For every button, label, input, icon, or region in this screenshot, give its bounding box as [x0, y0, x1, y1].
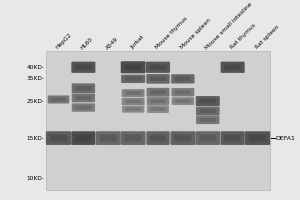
- FancyBboxPatch shape: [75, 106, 92, 110]
- FancyBboxPatch shape: [147, 105, 169, 113]
- Text: Mouse small intestine: Mouse small intestine: [204, 1, 254, 50]
- FancyBboxPatch shape: [171, 74, 195, 84]
- FancyBboxPatch shape: [124, 64, 142, 70]
- FancyBboxPatch shape: [121, 131, 146, 145]
- FancyBboxPatch shape: [121, 75, 145, 83]
- FancyBboxPatch shape: [196, 107, 220, 116]
- Text: Jurkat: Jurkat: [130, 35, 145, 50]
- FancyBboxPatch shape: [200, 118, 216, 122]
- FancyBboxPatch shape: [51, 98, 66, 101]
- Text: Rat thymus: Rat thymus: [229, 23, 256, 50]
- FancyBboxPatch shape: [224, 135, 241, 141]
- FancyBboxPatch shape: [71, 131, 95, 145]
- FancyBboxPatch shape: [172, 97, 194, 105]
- FancyBboxPatch shape: [151, 107, 166, 111]
- Text: 40KD-: 40KD-: [27, 65, 45, 70]
- FancyBboxPatch shape: [195, 131, 220, 145]
- FancyBboxPatch shape: [96, 131, 121, 145]
- FancyBboxPatch shape: [146, 131, 170, 145]
- Text: HL60: HL60: [80, 36, 94, 50]
- FancyBboxPatch shape: [200, 99, 216, 103]
- FancyBboxPatch shape: [174, 135, 191, 141]
- Text: Mouse spleen: Mouse spleen: [179, 18, 212, 50]
- FancyBboxPatch shape: [249, 135, 266, 141]
- Text: 10KD-: 10KD-: [27, 176, 45, 181]
- FancyBboxPatch shape: [72, 83, 95, 93]
- FancyBboxPatch shape: [122, 98, 145, 105]
- FancyBboxPatch shape: [146, 74, 170, 84]
- FancyBboxPatch shape: [224, 65, 241, 70]
- FancyBboxPatch shape: [75, 65, 92, 70]
- FancyBboxPatch shape: [200, 109, 216, 113]
- FancyBboxPatch shape: [48, 95, 69, 104]
- FancyBboxPatch shape: [46, 131, 71, 145]
- Text: HepG2: HepG2: [55, 32, 73, 50]
- FancyBboxPatch shape: [147, 97, 169, 105]
- FancyBboxPatch shape: [150, 77, 166, 81]
- FancyBboxPatch shape: [125, 107, 141, 111]
- FancyBboxPatch shape: [146, 62, 170, 73]
- FancyBboxPatch shape: [125, 91, 141, 95]
- FancyBboxPatch shape: [50, 135, 67, 141]
- Text: 15KD-: 15KD-: [27, 136, 45, 141]
- Text: A549: A549: [105, 36, 119, 50]
- FancyBboxPatch shape: [150, 99, 166, 103]
- FancyBboxPatch shape: [71, 62, 95, 73]
- Bar: [46, 51, 270, 190]
- FancyBboxPatch shape: [175, 77, 191, 81]
- FancyBboxPatch shape: [75, 96, 92, 100]
- FancyBboxPatch shape: [170, 131, 195, 145]
- FancyBboxPatch shape: [150, 90, 166, 94]
- FancyBboxPatch shape: [72, 93, 95, 102]
- FancyBboxPatch shape: [196, 96, 220, 106]
- FancyBboxPatch shape: [150, 65, 166, 70]
- FancyBboxPatch shape: [220, 62, 245, 73]
- FancyBboxPatch shape: [220, 131, 245, 145]
- FancyBboxPatch shape: [100, 135, 117, 141]
- FancyBboxPatch shape: [75, 86, 92, 90]
- FancyBboxPatch shape: [196, 116, 219, 124]
- FancyBboxPatch shape: [175, 90, 191, 94]
- FancyBboxPatch shape: [245, 131, 270, 145]
- FancyBboxPatch shape: [125, 77, 141, 81]
- Text: 35KD-: 35KD-: [27, 76, 45, 81]
- FancyBboxPatch shape: [199, 135, 216, 141]
- Text: DEFA1: DEFA1: [276, 136, 296, 141]
- FancyBboxPatch shape: [75, 135, 92, 141]
- FancyBboxPatch shape: [147, 88, 169, 97]
- FancyBboxPatch shape: [125, 100, 141, 103]
- Text: 25KD-: 25KD-: [27, 99, 45, 104]
- FancyBboxPatch shape: [122, 106, 144, 113]
- FancyBboxPatch shape: [124, 135, 142, 141]
- FancyBboxPatch shape: [175, 99, 190, 103]
- FancyBboxPatch shape: [72, 103, 95, 112]
- Text: Rat spleen: Rat spleen: [254, 25, 280, 50]
- FancyBboxPatch shape: [172, 88, 194, 96]
- Text: Mouse thymus: Mouse thymus: [154, 16, 189, 50]
- FancyBboxPatch shape: [150, 135, 166, 141]
- FancyBboxPatch shape: [122, 89, 145, 97]
- FancyBboxPatch shape: [121, 61, 146, 73]
